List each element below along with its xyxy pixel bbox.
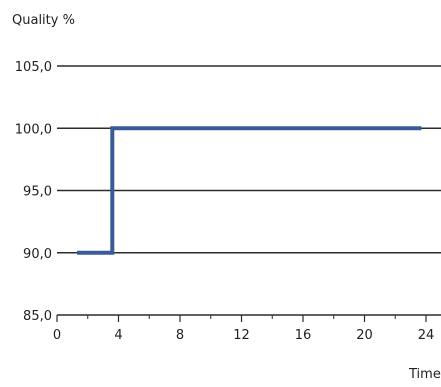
series-line bbox=[77, 126, 422, 255]
x-tick-label: 12 bbox=[233, 328, 250, 343]
y-tick-label: 95,0 bbox=[23, 185, 52, 200]
y-tick-label: 105,0 bbox=[15, 60, 52, 75]
x-tick-label: 4 bbox=[114, 328, 122, 343]
x-tick-label: 0 bbox=[53, 328, 61, 343]
gridlines bbox=[57, 65, 441, 254]
y-tick-label: 90,0 bbox=[23, 247, 52, 262]
y-axis-label: Quality % bbox=[12, 13, 75, 28]
x-axis-label: Time bbox=[408, 367, 441, 382]
x-tick-label: 24 bbox=[418, 328, 435, 343]
y-axis-ticks: 85,0 90,0 95,0 100,0 105,0 bbox=[15, 60, 52, 324]
y-tick-label: 85,0 bbox=[23, 309, 52, 324]
x-axis-ticks: 0 4 8 12 16 20 24 bbox=[53, 315, 434, 343]
x-tick-label: 20 bbox=[356, 328, 373, 343]
x-tick-label: 8 bbox=[176, 328, 184, 343]
y-tick-label: 100,0 bbox=[15, 122, 52, 137]
x-tick-label: 16 bbox=[295, 328, 312, 343]
series-layer bbox=[77, 126, 422, 255]
